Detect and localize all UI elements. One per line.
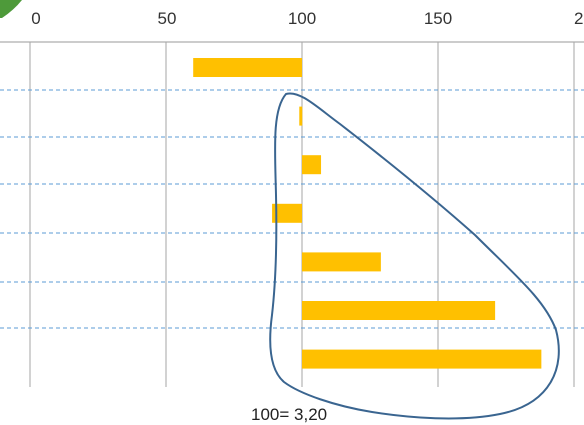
bars-group — [193, 58, 542, 369]
x-tick-label: 0 — [31, 9, 40, 28]
x-tick-label: 50 — [158, 9, 177, 28]
bar — [272, 203, 302, 223]
vertical-gridlines — [0, 41, 584, 387]
corner-accent-shape — [0, 0, 22, 18]
x-tick-label: 200 — [574, 9, 584, 28]
highlight-outline — [269, 92, 560, 420]
bar — [302, 349, 542, 369]
x-axis-tick-labels: 0 50 100 150 200 — [31, 9, 584, 28]
bar — [302, 252, 381, 272]
bar — [299, 106, 303, 126]
bar — [193, 58, 302, 77]
bar — [302, 301, 496, 320]
base-value-annotation: 100= 3,20 — [251, 405, 327, 424]
x-tick-label: 150 — [424, 9, 452, 28]
x-tick-label: 100 — [288, 9, 316, 28]
bar — [302, 155, 322, 175]
row-separators — [0, 89, 584, 329]
